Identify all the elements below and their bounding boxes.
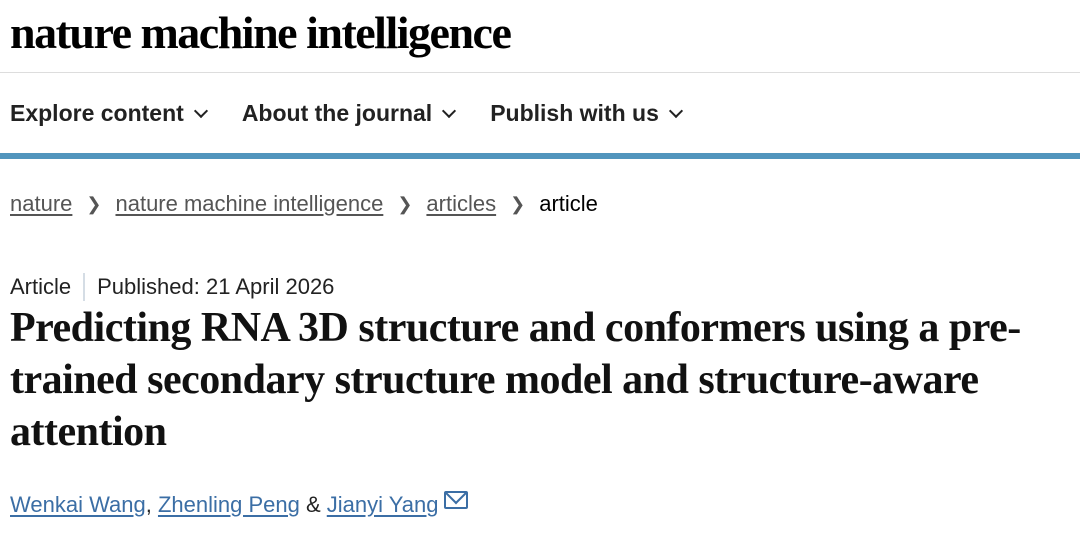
- mail-icon[interactable]: [444, 491, 469, 509]
- divider: [0, 72, 1080, 73]
- meta-divider: [83, 273, 86, 301]
- chevron-down-icon: [442, 103, 457, 118]
- author-list: Wenkai Wang, Zhenling Peng & Jianyi Yang: [10, 491, 469, 518]
- published-date: Published: 21 April 2026: [97, 274, 335, 299]
- chevron-down-icon: [193, 103, 208, 118]
- separator: ,: [145, 492, 158, 517]
- journal-logo[interactable]: nature machine intelligence: [10, 7, 512, 58]
- author-link[interactable]: Wenkai Wang: [10, 492, 146, 517]
- breadcrumb-nature[interactable]: nature: [10, 191, 73, 216]
- main-nav: Explore content About the journal Publis…: [10, 100, 717, 127]
- breadcrumb-journal[interactable]: nature machine intelligence: [115, 191, 384, 216]
- breadcrumb-articles[interactable]: articles: [426, 191, 497, 216]
- article-meta: Article Published: 21 April 2026: [10, 273, 334, 301]
- nav-about-journal[interactable]: About the journal: [241, 100, 457, 127]
- article-title: Predicting RNA 3D structure and conforme…: [10, 305, 1021, 455]
- nav-label: Publish with us: [490, 100, 659, 126]
- separator: &: [299, 492, 327, 517]
- nav-publish[interactable]: Publish with us: [490, 100, 683, 127]
- chevron-down-icon: [668, 103, 683, 118]
- chevron-right-icon: ❯: [86, 193, 102, 214]
- nav-explore-content[interactable]: Explore content: [10, 100, 208, 127]
- breadcrumb: nature ❯ nature machine intelligence ❯ a…: [10, 191, 598, 217]
- nav-label: About the journal: [241, 100, 433, 126]
- accent-bar: [0, 153, 1080, 159]
- breadcrumb-current: article: [539, 191, 598, 216]
- article-type: Article: [10, 274, 72, 299]
- chevron-right-icon: ❯: [510, 193, 526, 214]
- nav-label: Explore content: [10, 100, 184, 126]
- author-link[interactable]: Jianyi Yang: [326, 492, 439, 517]
- chevron-right-icon: ❯: [397, 193, 413, 214]
- author-link[interactable]: Zhenling Peng: [157, 492, 300, 517]
